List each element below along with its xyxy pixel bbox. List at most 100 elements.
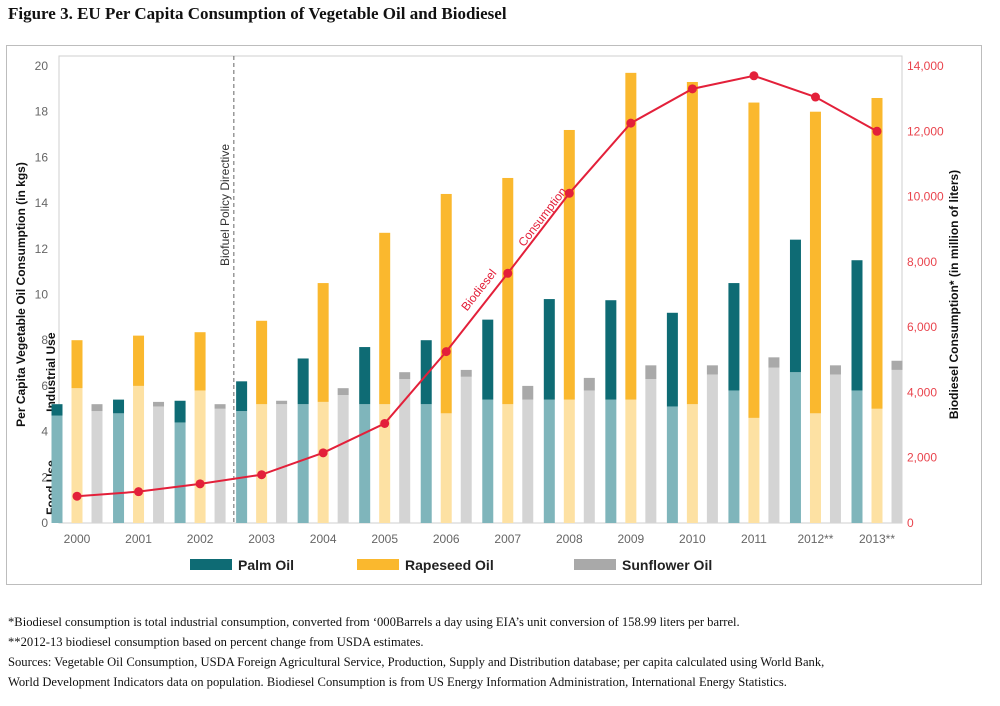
bar-food-0 — [666, 406, 678, 523]
bar-food-1 — [625, 399, 637, 523]
y2-tick-label: 4,000 — [907, 385, 937, 399]
bar-industrial-2 — [399, 372, 411, 380]
bar-industrial-0 — [851, 260, 863, 391]
x-tick-label: 2006 — [433, 532, 460, 546]
y-tick-label: 12 — [35, 242, 49, 256]
x-tick-label: 2008 — [556, 532, 583, 546]
bar-industrial-0 — [728, 283, 740, 391]
footnotes: *Biodiesel consumption is total industri… — [8, 612, 988, 692]
bar-industrial-0 — [666, 312, 678, 407]
bar-industrial-1 — [379, 232, 391, 405]
y2-tick-label: 6,000 — [907, 320, 937, 334]
bar-food-2 — [460, 376, 472, 523]
bar-industrial-1 — [71, 340, 83, 389]
bar-industrial-1 — [871, 97, 883, 409]
bar-food-0 — [236, 411, 248, 523]
bar-industrial-1 — [625, 72, 637, 400]
chart-frame: 0 2 4 6 8 10 12 14 16 18 20 0 2,000 4,000 6,000 8,000 10… — [6, 45, 982, 585]
bar-food-0 — [543, 399, 555, 523]
bar-industrial-1 — [563, 129, 575, 400]
directive-label: Biofuel Policy Directive — [218, 144, 232, 266]
bar-food-0 — [482, 399, 494, 523]
x-tick-label: 2012** — [797, 532, 833, 546]
y-tick-label: 6 — [41, 379, 48, 393]
bar-industrial-0 — [420, 340, 432, 405]
y-tick-label: 16 — [35, 150, 49, 164]
legend-label-1: Rapeseed Oil — [405, 557, 494, 573]
bar-food-1 — [502, 404, 514, 523]
bar-food-0 — [297, 404, 309, 523]
bar-food-1 — [133, 385, 145, 523]
bar-food-2 — [768, 367, 780, 523]
footnote-sources-2: World Development Indicators data on pop… — [8, 675, 787, 689]
figure-title: Figure 3. EU Per Capita Consumption of V… — [8, 4, 507, 23]
legend-swatch-2 — [574, 559, 616, 570]
biodiesel-point — [872, 126, 882, 136]
x-tick-label: 2005 — [371, 532, 398, 546]
biodiesel-point — [626, 118, 636, 128]
legend-swatch-0 — [190, 559, 232, 570]
x-tick-label: 2000 — [64, 532, 91, 546]
y-tick-label: 14 — [35, 196, 49, 210]
bar-food-0 — [851, 390, 863, 523]
legend-label-0: Palm Oil — [238, 557, 294, 573]
bar-industrial-2 — [583, 377, 595, 391]
x-tick-label: 2010 — [679, 532, 706, 546]
bar-food-1 — [686, 404, 698, 523]
bar-industrial-0 — [605, 300, 617, 400]
bar-industrial-2 — [214, 404, 226, 409]
bar-industrial-2 — [829, 365, 841, 375]
bar-food-1 — [71, 388, 83, 523]
line-label-biodiesel: Biodiesel — [458, 267, 499, 314]
bar-food-2 — [91, 411, 103, 523]
bar-industrial-2 — [153, 401, 165, 407]
bar-food-0 — [174, 422, 186, 523]
bar-industrial-1 — [686, 81, 698, 405]
bar-industrial-2 — [645, 365, 657, 380]
bar-food-2 — [583, 390, 595, 523]
bar-industrial-0 — [359, 347, 371, 405]
y2-axis-title: Biodiesel Consumption* (in million of li… — [947, 170, 961, 419]
legend-label-2: Sunflower Oil — [622, 557, 712, 573]
biodiesel-point — [195, 479, 205, 489]
footnote-sources-1: Sources: Vegetable Oil Consumption, USDA… — [8, 655, 825, 669]
bar-industrial-0 — [789, 239, 801, 373]
x-tick-label: 2002 — [187, 532, 214, 546]
y-tick-label: 4 — [41, 425, 48, 439]
bar-food-1 — [748, 417, 760, 523]
footnote-biodiesel: *Biodiesel consumption is total industri… — [8, 615, 740, 629]
bar-industrial-2 — [768, 357, 780, 368]
biodiesel-point — [564, 188, 574, 198]
bar-industrial-1 — [502, 177, 514, 405]
x-tick-label: 2013** — [859, 532, 895, 546]
bar-industrial-2 — [522, 385, 534, 400]
bar-industrial-2 — [706, 365, 718, 375]
y2-tick-label: 12,000 — [907, 124, 944, 138]
x-tick-label: 2011 — [741, 532, 767, 546]
footnote-usda: **2012-13 biodiesel consumption based on… — [8, 635, 424, 649]
bar-industrial-0 — [482, 319, 494, 400]
bar-food-2 — [276, 404, 288, 523]
bar-food-1 — [379, 404, 391, 523]
x-tick-label: 2001 — [125, 532, 152, 546]
bar-industrial-2 — [891, 360, 903, 370]
chart: 0 2 4 6 8 10 12 14 16 18 20 0 2,000 4,000 6,000 8,000 10… — [14, 55, 961, 573]
bar-industrial-0 — [543, 299, 555, 400]
biodiesel-point — [503, 268, 513, 278]
bar-industrial-2 — [276, 400, 288, 405]
y-tick-label: 10 — [35, 288, 49, 302]
bar-industrial-2 — [460, 369, 472, 377]
biodiesel-point — [441, 347, 451, 357]
x-tick-label: 2009 — [617, 532, 644, 546]
band-label-industrial: Industrial Use — [44, 332, 58, 412]
bar-food-2 — [706, 374, 718, 523]
bar-food-0 — [113, 413, 125, 523]
x-tick-label: 2007 — [494, 532, 521, 546]
bar-industrial-2 — [337, 388, 349, 396]
bar-industrial-1 — [194, 332, 206, 391]
bar-food-2 — [522, 399, 534, 523]
y2-tick-label: 10,000 — [907, 190, 944, 204]
bar-food-2 — [645, 379, 657, 523]
y2-tick-label: 14,000 — [907, 59, 944, 73]
y-tick-label: 0 — [41, 516, 48, 530]
